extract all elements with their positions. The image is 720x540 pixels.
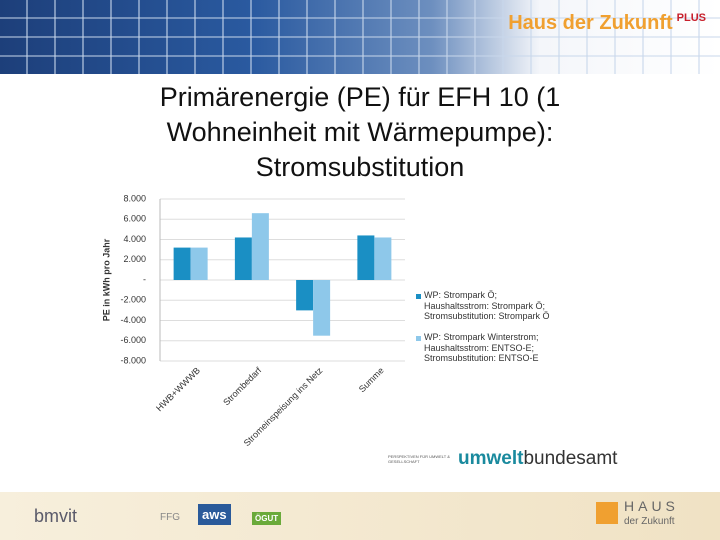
x-tick-label: Summe [357, 365, 386, 394]
legend-swatch [416, 294, 421, 299]
legend-entry: WP: Strompark Winterstrom; Haushaltsstro… [424, 332, 539, 363]
aws-logo: aws [198, 504, 231, 525]
y-tick-label: -6.000 [120, 335, 146, 345]
uba-a: umwelt [458, 448, 524, 469]
brand-logo: Haus der Zukunft PLUS [508, 12, 706, 35]
legend-entry: WP: Strompark Ö; Haushaltsstrom: Strompa… [424, 290, 550, 321]
bar [173, 247, 191, 280]
legend-swatch [416, 336, 421, 341]
brand-text: Haus der Zukunft [508, 12, 673, 34]
bar [313, 280, 331, 336]
y-tick-label: -2.000 [120, 295, 146, 305]
ffg-logo: FFG [160, 512, 180, 523]
bar [296, 280, 314, 311]
bar [234, 237, 252, 280]
y-tick-label: 6.000 [123, 214, 146, 224]
uba-name: umweltbundesamt [458, 448, 617, 469]
y-tick-label: -8.000 [120, 355, 146, 365]
bar [251, 213, 269, 280]
hdz-logo-a: HAUS [624, 498, 679, 514]
uba-b: bundesamt [523, 448, 618, 469]
x-tick-label: HWB+WWWB [154, 365, 202, 413]
bmvit-logo: bmvit [34, 506, 78, 526]
footer: bmvit FFG aws ÖGUT HAUS der Zukunft [0, 492, 720, 540]
bar [357, 235, 375, 280]
hdz-icon [596, 502, 618, 524]
uba-logo: PERSPEKTIVEN FÜR UMWELT & GESELLSCHAFT um… [388, 448, 617, 470]
y-tick-label: 4.000 [123, 234, 146, 244]
y-tick-label: -4.000 [120, 315, 146, 325]
hdz-logo-b: der Zukunft [624, 516, 675, 527]
bar [190, 247, 208, 280]
oegut-logo: ÖGUT [252, 512, 282, 525]
slide-title: Primärenergie (PE) für EFH 10 (1 Wohnein… [159, 82, 561, 182]
brand-suffix: PLUS [676, 12, 706, 25]
y-tick-label: 2.000 [123, 254, 146, 264]
y-tick-label: 8.000 [123, 193, 146, 203]
y-tick-label: - [143, 274, 146, 284]
x-tick-label: Strombedarf [221, 365, 263, 407]
uba-subtitle: PERSPEKTIVEN FÜR UMWELT & GESELLSCHAFT [388, 454, 450, 464]
bar [374, 237, 392, 280]
y-axis-label: PE in kWh pro Jahr [101, 238, 111, 321]
solar-banner [0, 0, 720, 74]
